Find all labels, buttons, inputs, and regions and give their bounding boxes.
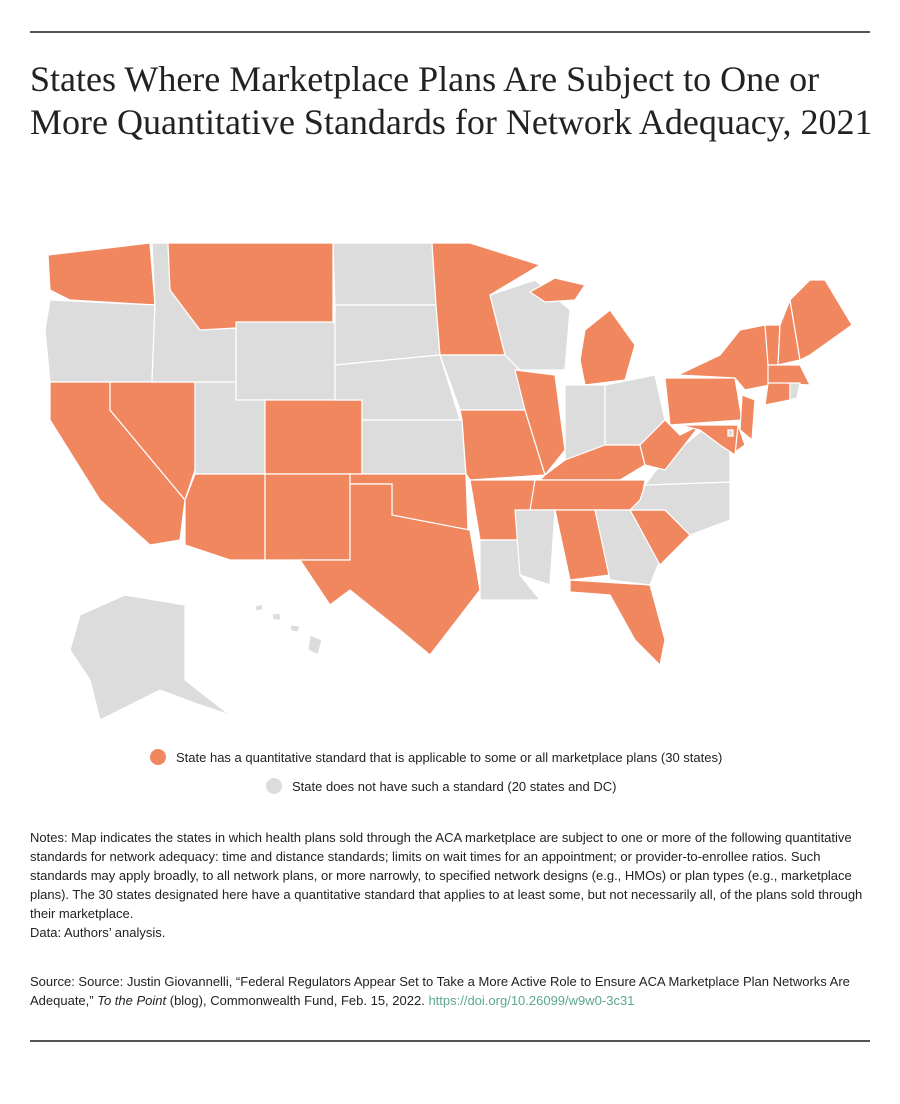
- state: [184, 473, 266, 561]
- state: [289, 624, 301, 633]
- bottom-rule: [30, 1040, 870, 1042]
- state: [332, 242, 437, 306]
- state: [361, 419, 467, 475]
- state: [628, 481, 731, 536]
- state: [44, 299, 156, 383]
- state: [789, 279, 853, 361]
- state: [528, 277, 586, 303]
- legend-label: State does not have such a standard (20 …: [292, 778, 617, 794]
- state: [594, 509, 661, 586]
- state: [489, 279, 571, 371]
- legend-label: State has a quantitative standard that i…: [176, 749, 723, 765]
- source-publication: To the Point: [97, 993, 167, 1008]
- state: [727, 429, 734, 437]
- state: [764, 382, 791, 406]
- state: [514, 369, 566, 477]
- state: [307, 634, 323, 656]
- state: [264, 399, 363, 475]
- state: [235, 321, 336, 401]
- legend-item: State does not have such a standard (20 …: [266, 778, 616, 794]
- state: [47, 242, 156, 306]
- state: [254, 603, 264, 612]
- state: [529, 479, 646, 511]
- state: [271, 612, 282, 621]
- top-rule: [30, 31, 870, 33]
- source-link[interactable]: https://doi.org/10.26099/w9w0-3c31: [428, 993, 635, 1008]
- state: [514, 509, 556, 586]
- state: [679, 424, 739, 457]
- notes-text: Notes: Map indicates the states in which…: [30, 830, 863, 921]
- state: [664, 377, 743, 426]
- source: Source: Source: Justin Giovannelli, “Fed…: [30, 972, 875, 1010]
- legend-item: State has a quantitative standard that i…: [150, 749, 722, 765]
- state: [569, 579, 666, 667]
- data-note: Data: Authors’ analysis.: [30, 925, 166, 940]
- source-text: (blog), Commonwealth Fund, Feb. 15, 2022…: [166, 993, 429, 1008]
- source-text: Source: Source: Justin Giovannelli, “Fed…: [30, 974, 850, 1008]
- state: [767, 364, 811, 386]
- notes: Notes: Map indicates the states in which…: [30, 828, 875, 942]
- legend-marker: [266, 778, 282, 794]
- state: [69, 594, 231, 721]
- state: [298, 483, 481, 656]
- state: [264, 473, 351, 561]
- state: [789, 382, 801, 401]
- us-map: [44, 242, 853, 721]
- title: States Where Marketplace Plans Are Subje…: [30, 59, 873, 142]
- state: [579, 309, 636, 386]
- state: [739, 394, 756, 442]
- legend-marker: [150, 749, 166, 765]
- state: [167, 242, 334, 331]
